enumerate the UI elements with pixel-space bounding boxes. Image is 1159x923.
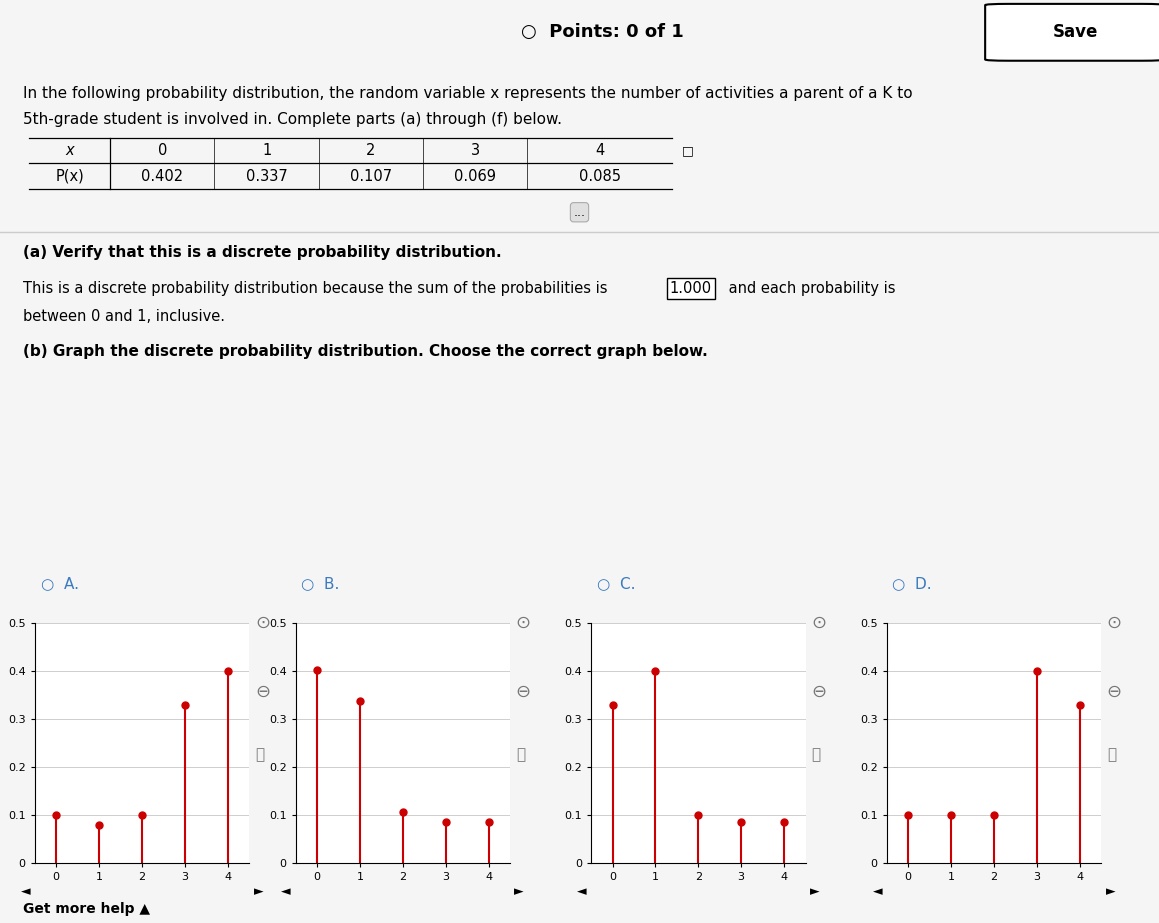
Text: 5th-grade student is involved in. Complete parts (a) through (f) below.: 5th-grade student is involved in. Comple…: [23, 112, 562, 126]
Text: 0.337: 0.337: [246, 169, 287, 184]
Text: ○  A.: ○ A.: [41, 576, 79, 591]
Text: ...: ...: [574, 206, 585, 219]
Text: ⊖: ⊖: [1107, 683, 1122, 701]
Text: P(x): P(x): [56, 169, 83, 184]
Text: ○  B.: ○ B.: [301, 576, 340, 591]
Text: 3: 3: [471, 143, 480, 158]
Text: ⧉: ⧉: [811, 748, 821, 762]
Text: ⊙: ⊙: [811, 614, 826, 632]
Text: 2: 2: [366, 143, 376, 158]
Text: 0.402: 0.402: [141, 169, 183, 184]
Text: ⊖: ⊖: [255, 683, 270, 701]
Text: Get more help ▲: Get more help ▲: [23, 902, 151, 916]
Text: ⧉: ⧉: [516, 748, 525, 762]
Text: 0.085: 0.085: [578, 169, 621, 184]
Text: and each probability is: and each probability is: [724, 281, 896, 296]
Text: ►: ►: [515, 885, 524, 898]
Text: 0.107: 0.107: [350, 169, 392, 184]
Text: ◄: ◄: [873, 885, 882, 898]
Text: ►: ►: [254, 885, 263, 898]
Text: Save: Save: [1052, 23, 1098, 42]
Text: 1: 1: [262, 143, 271, 158]
Text: ○  D.: ○ D.: [892, 576, 932, 591]
Text: ►: ►: [1106, 885, 1115, 898]
Text: (b) Graph the discrete probability distribution. Choose the correct graph below.: (b) Graph the discrete probability distr…: [23, 343, 708, 359]
Text: 4: 4: [596, 143, 604, 158]
Text: between 0 and 1, inclusive.: between 0 and 1, inclusive.: [23, 309, 225, 324]
Text: ►: ►: [810, 885, 819, 898]
Text: □: □: [681, 144, 693, 157]
Text: ⊙: ⊙: [255, 614, 270, 632]
Text: 0.069: 0.069: [454, 169, 496, 184]
Text: ◄: ◄: [577, 885, 586, 898]
Text: ○  Points: 0 of 1: ○ Points: 0 of 1: [522, 23, 684, 42]
Text: ◄: ◄: [21, 885, 30, 898]
Text: ⊖: ⊖: [811, 683, 826, 701]
Text: ○  C.: ○ C.: [597, 576, 635, 591]
Text: 1.000: 1.000: [670, 281, 712, 296]
Text: ⧉: ⧉: [1107, 748, 1116, 762]
Text: x: x: [65, 143, 74, 158]
FancyBboxPatch shape: [985, 4, 1159, 61]
Text: ⊙: ⊙: [1107, 614, 1122, 632]
Text: ⊖: ⊖: [516, 683, 531, 701]
Text: (a) Verify that this is a discrete probability distribution.: (a) Verify that this is a discrete proba…: [23, 245, 502, 260]
Text: ⧉: ⧉: [255, 748, 264, 762]
Text: This is a discrete probability distribution because the sum of the probabilities: This is a discrete probability distribut…: [23, 281, 612, 296]
Text: 0: 0: [158, 143, 167, 158]
Text: In the following probability distribution, the random variable x represents the : In the following probability distributio…: [23, 86, 913, 102]
Text: ⊙: ⊙: [516, 614, 531, 632]
Text: ◄: ◄: [282, 885, 291, 898]
